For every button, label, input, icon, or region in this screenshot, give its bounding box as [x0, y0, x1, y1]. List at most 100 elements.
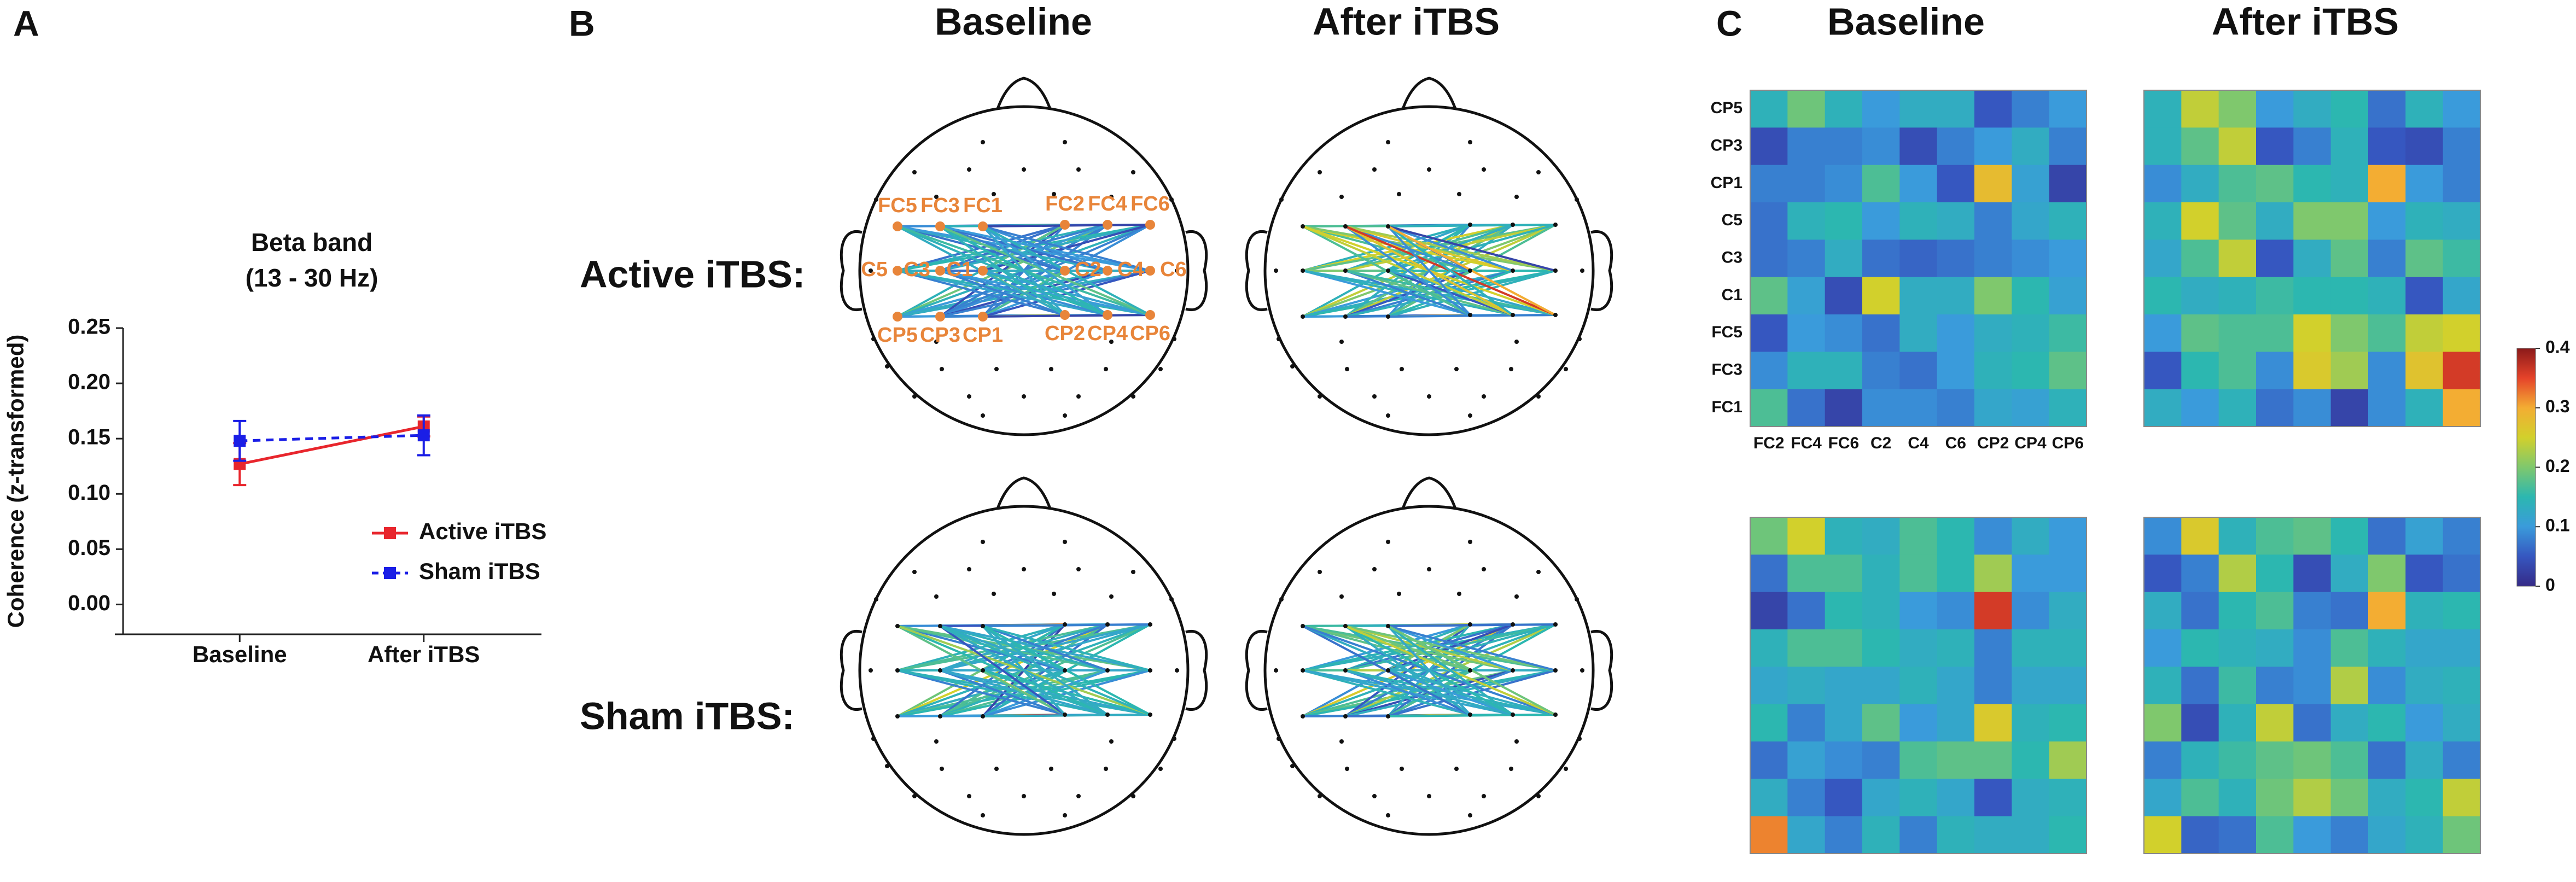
electrode: [1553, 223, 1558, 227]
heatmap-cell: [2049, 90, 2087, 128]
electrode: [1343, 668, 1348, 673]
row-label: CP5: [1711, 99, 1742, 117]
heatmap-cell: [2405, 779, 2444, 817]
panel-label: A: [13, 3, 39, 43]
heatmap-cell: [1787, 667, 1826, 705]
colorbar-tick-label: 0.3: [2545, 396, 2569, 416]
connection: [982, 625, 1151, 671]
scalp-electrode: [1482, 567, 1486, 571]
heatmap-cell: [2443, 127, 2481, 166]
connection: [982, 225, 1108, 272]
heatmap-cell: [1899, 741, 1938, 779]
head-ear: [1245, 230, 1268, 312]
head-nose: [1401, 476, 1457, 509]
heatmap-cell: [2405, 554, 2444, 593]
heatmap-cell: [1937, 240, 1975, 278]
scalp-electrode: [1536, 394, 1541, 399]
heatmap-cell: [1787, 741, 1826, 779]
heatmap-cell: [1937, 90, 1975, 128]
scalp-electrode: [1063, 813, 1067, 817]
scalp-electrode: [1457, 192, 1461, 196]
electrode: [1553, 668, 1558, 673]
scalp-electrode: [934, 594, 939, 599]
heatmap-cell: [2293, 667, 2332, 705]
scalp-electrode: [1076, 167, 1081, 172]
electrode-label: CP6: [1130, 322, 1170, 345]
heatmap-cell: [2218, 517, 2257, 555]
heatmap-cell: [2293, 165, 2332, 203]
electrode-label: FC3: [920, 194, 960, 217]
series-line: [239, 425, 424, 466]
scalp-electrode: [1372, 167, 1377, 172]
scalp-electrode: [1175, 668, 1179, 673]
scalp-electrode: [1400, 767, 1404, 771]
row-label: FC3: [1711, 360, 1742, 378]
scalp-electrode: [1400, 367, 1404, 371]
heatmap-cell: [1974, 314, 2012, 352]
heatmap-cell: [1899, 667, 1938, 705]
connection: [1344, 225, 1471, 316]
heatmap-cell: [1937, 517, 1975, 555]
electrode-label: CP3: [920, 324, 960, 347]
heatmap-cell: [1825, 816, 1863, 854]
heatmap-cell: [1825, 629, 1863, 667]
heatmap-cell: [1825, 90, 1863, 128]
connection: [982, 625, 1109, 716]
legend-marker: [384, 527, 396, 539]
heatmap-cell: [2330, 816, 2369, 854]
scalp-electrode: [1169, 597, 1174, 601]
scalp-electrode: [1063, 140, 1067, 144]
scalp-electrode: [1318, 794, 1322, 798]
heatmap-cell: [2330, 127, 2369, 166]
heatmap-cell: [1974, 277, 2012, 315]
scalp-electrode: [1468, 540, 1472, 544]
electrode: [1301, 314, 1305, 319]
heatmap-cell: [1750, 667, 1788, 705]
heatmap-cell: [2405, 741, 2444, 779]
heatmap-cell: [2443, 592, 2481, 630]
heatmap-cell: [2368, 314, 2406, 352]
heatmap-cell: [2443, 667, 2481, 705]
scalp-electrode: [1049, 367, 1053, 371]
heatmap-cell: [1899, 127, 1938, 166]
electrode: [1343, 224, 1348, 229]
heatmap-cell: [2144, 779, 2182, 817]
col-label: CP2: [1977, 434, 2009, 452]
electrode: [938, 714, 942, 719]
electrode: [1386, 314, 1390, 319]
heatmap-cell: [2049, 779, 2087, 817]
scalp-electrode: [1575, 197, 1579, 202]
heatmap-cell: [2181, 704, 2219, 742]
electrode: [978, 221, 988, 231]
heatmap-cell: [1750, 816, 1788, 854]
heatmap-cell: [2330, 165, 2369, 203]
electrode: [1301, 268, 1305, 273]
heatmap-cell: [2181, 127, 2219, 166]
electrode: [1301, 668, 1305, 673]
heatmap-cell: [1937, 816, 1975, 854]
heatmap-cell: [2293, 240, 2332, 278]
electrode: [1301, 714, 1305, 719]
heatmap-cell: [2144, 629, 2182, 667]
colorbar-tick-label: 0.2: [2545, 456, 2569, 476]
electrode: [1301, 624, 1305, 628]
heatmap-cell: [2256, 704, 2294, 742]
connection: [1387, 225, 1514, 316]
scalp-electrode: [940, 367, 944, 371]
electrode: [981, 624, 985, 628]
heatmap-cell: [1862, 127, 1900, 166]
heatmap-cell: [1974, 704, 2012, 742]
heatmap-cell: [2405, 704, 2444, 742]
heatmap-cell: [2330, 629, 2369, 667]
heatmap-cell: [1862, 165, 1900, 203]
heatmap-cell: [2181, 667, 2219, 705]
electrode-label: C2: [1075, 258, 1101, 281]
scalp-electrode: [1049, 767, 1053, 771]
panel-label: B: [569, 3, 595, 43]
head-ear: [840, 230, 862, 312]
scalp-electrode: [1427, 794, 1431, 798]
y-tick-label: 0.00: [68, 591, 110, 615]
series-line: [240, 434, 424, 442]
scalp-electrode: [1372, 567, 1377, 571]
electrode: [1063, 622, 1067, 627]
